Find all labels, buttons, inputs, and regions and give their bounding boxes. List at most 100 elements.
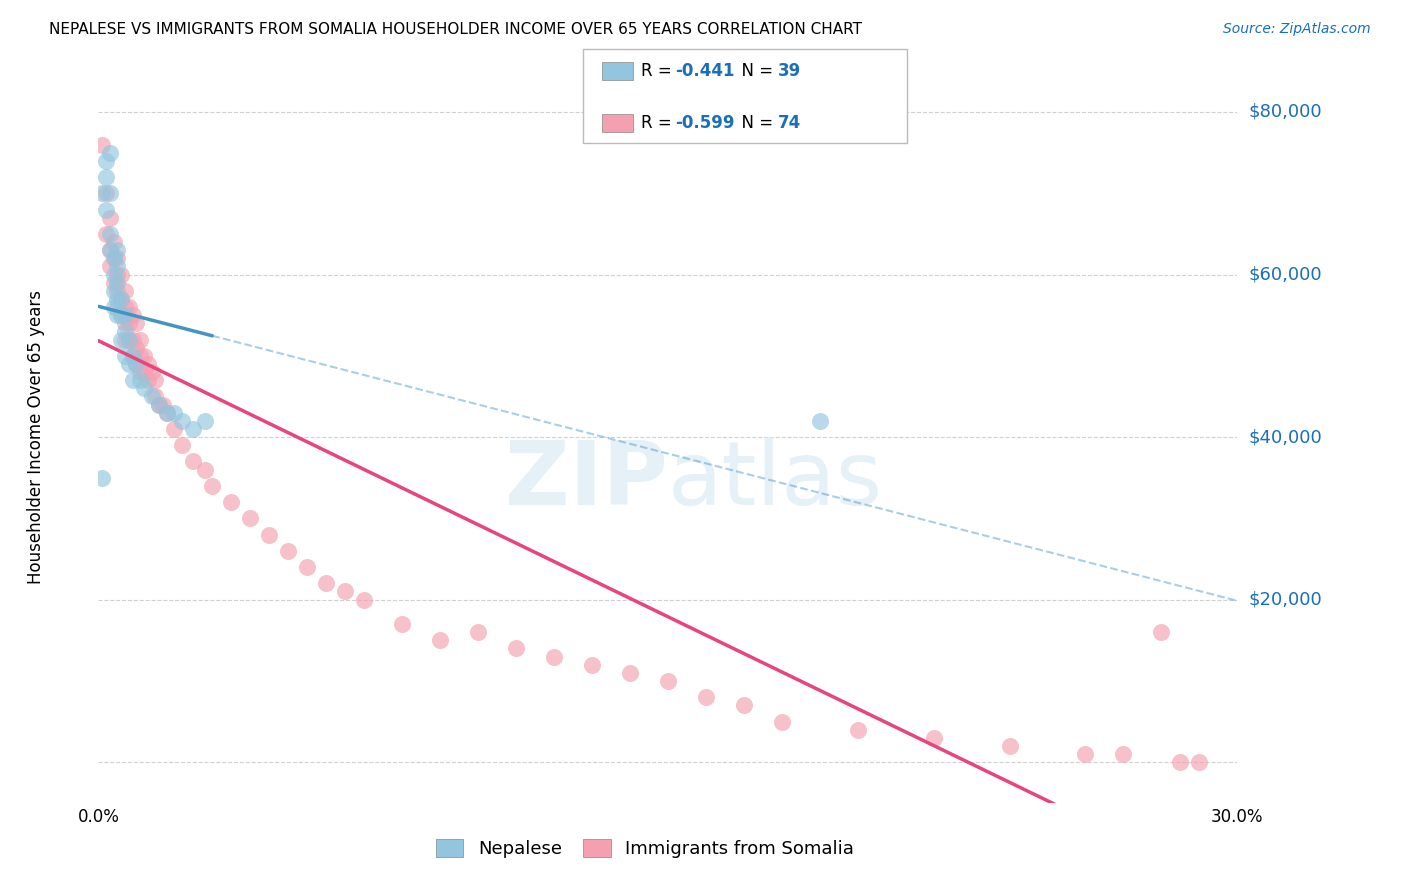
Point [125, 357, 148, 371]
Point [110, 268, 132, 282]
Point [103, 235, 125, 249]
Point [141, 389, 163, 403]
Point [91, 137, 114, 152]
Point [194, 462, 217, 476]
Point [391, 617, 413, 632]
Point [110, 308, 132, 322]
Text: -0.599: -0.599 [675, 114, 734, 132]
Point [467, 625, 489, 640]
Point [98, 145, 121, 160]
Point [103, 300, 125, 314]
Point [107, 284, 129, 298]
Point [136, 357, 159, 371]
Point [118, 333, 141, 347]
Point [221, 495, 243, 509]
Point [125, 316, 148, 330]
Point [163, 406, 186, 420]
Point [259, 527, 281, 541]
Point [353, 592, 375, 607]
Point [922, 731, 945, 745]
Point [1170, 755, 1192, 769]
Point [429, 633, 451, 648]
Text: $60,000: $60,000 [1249, 266, 1322, 284]
Point [94, 186, 117, 201]
Point [118, 300, 141, 314]
Point [136, 373, 159, 387]
Point [132, 349, 155, 363]
Point [91, 186, 114, 201]
Point [505, 641, 527, 656]
Point [125, 341, 148, 355]
Point [121, 349, 143, 363]
Point [114, 316, 136, 330]
Point [129, 349, 152, 363]
Point [118, 357, 141, 371]
Point [110, 308, 132, 322]
Point [107, 300, 129, 314]
Point [335, 584, 357, 599]
Text: NEPALESE VS IMMIGRANTS FROM SOMALIA HOUSEHOLDER INCOME OVER 65 YEARS CORRELATION: NEPALESE VS IMMIGRANTS FROM SOMALIA HOUS… [49, 22, 862, 37]
Point [107, 292, 129, 306]
Point [110, 292, 132, 306]
Point [125, 357, 148, 371]
Point [98, 260, 121, 274]
Point [183, 422, 205, 436]
Text: N =: N = [731, 114, 779, 132]
Point [114, 300, 136, 314]
Point [98, 227, 121, 241]
Point [148, 398, 170, 412]
Text: R =: R = [641, 114, 678, 132]
Point [103, 252, 125, 266]
Point [170, 414, 193, 428]
Text: Source: ZipAtlas.com: Source: ZipAtlas.com [1223, 22, 1371, 37]
Point [1188, 755, 1211, 769]
Point [846, 723, 869, 737]
Point [110, 292, 132, 306]
Point [121, 333, 143, 347]
Point [98, 243, 121, 257]
Point [145, 373, 167, 387]
Point [170, 438, 193, 452]
Text: ZIP: ZIP [505, 437, 668, 524]
Point [808, 414, 831, 428]
Point [107, 252, 129, 266]
Point [114, 349, 136, 363]
Point [183, 454, 205, 468]
Point [156, 406, 179, 420]
Legend: Nepalese, Immigrants from Somalia: Nepalese, Immigrants from Somalia [427, 830, 863, 867]
Point [657, 673, 679, 688]
Point [91, 471, 114, 485]
Point [129, 373, 152, 387]
Point [107, 276, 129, 290]
Point [998, 739, 1021, 753]
Point [98, 243, 121, 257]
Text: $40,000: $40,000 [1249, 428, 1323, 446]
Point [201, 479, 224, 493]
Point [94, 227, 117, 241]
Point [103, 284, 125, 298]
Point [118, 316, 141, 330]
Point [239, 511, 262, 525]
Point [118, 333, 141, 347]
Point [132, 365, 155, 379]
Point [619, 665, 641, 680]
Point [194, 414, 217, 428]
Point [132, 381, 155, 395]
Point [103, 276, 125, 290]
Point [543, 649, 565, 664]
Point [114, 333, 136, 347]
Point [98, 186, 121, 201]
Point [94, 169, 117, 184]
Point [163, 422, 186, 436]
Point [581, 657, 603, 672]
Point [152, 398, 174, 412]
Text: 39: 39 [778, 62, 801, 80]
Point [277, 544, 299, 558]
Point [107, 308, 129, 322]
Point [114, 308, 136, 322]
Text: 74: 74 [778, 114, 801, 132]
Point [156, 406, 179, 420]
Text: N =: N = [731, 62, 779, 80]
Point [770, 714, 793, 729]
Point [98, 211, 121, 225]
